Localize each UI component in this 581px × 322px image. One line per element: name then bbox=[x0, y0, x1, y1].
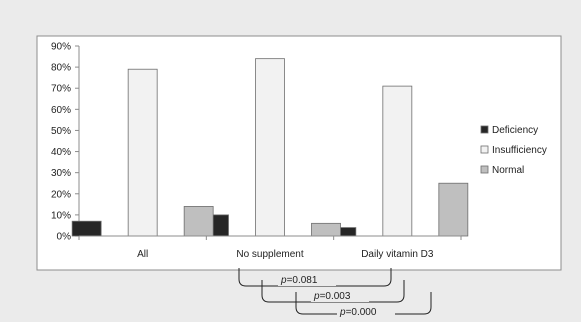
p-value-label: p=0.081 bbox=[280, 275, 318, 286]
x-category-label: Daily vitamin D3 bbox=[361, 249, 434, 260]
bar-insufficiency bbox=[382, 85, 413, 237]
legend-swatch bbox=[480, 145, 489, 154]
p-value-text: =0.003 bbox=[320, 291, 351, 302]
y-tick-label: 30% bbox=[51, 168, 71, 179]
p-value-backing bbox=[311, 289, 369, 302]
p-value-label: p=0.003 bbox=[313, 291, 351, 302]
legend-label: Normal bbox=[492, 165, 524, 176]
plot-frame bbox=[36, 35, 562, 271]
p-symbol: p bbox=[313, 291, 320, 302]
legend-swatch bbox=[480, 165, 489, 174]
legend: Deficiency Insufficiency Normal bbox=[480, 125, 547, 176]
bar-insufficiency bbox=[127, 68, 158, 237]
p-value-backing bbox=[278, 273, 336, 286]
p-symbol: p bbox=[339, 307, 346, 318]
legend-label: Insufficiency bbox=[492, 145, 547, 156]
p-value-text: =0.000 bbox=[346, 307, 377, 318]
x-axis: All No supplement Daily vitamin D3 bbox=[78, 235, 462, 260]
p-value-backing bbox=[337, 305, 395, 318]
bar-normal bbox=[438, 182, 469, 237]
bar-normal bbox=[183, 206, 214, 237]
y-axis: 0% 10% 20% 30% 40% 50% 60% 70% 80% 90% bbox=[51, 42, 80, 243]
bar-deficiency bbox=[71, 220, 102, 237]
legend-swatch bbox=[480, 125, 489, 134]
bar-normal bbox=[311, 222, 341, 237]
x-category-label: All bbox=[137, 249, 148, 260]
x-category-label: No supplement bbox=[236, 249, 303, 260]
p-symbol: p bbox=[280, 275, 287, 286]
p-value-label: p=0.000 bbox=[339, 307, 377, 318]
y-tick-label: 50% bbox=[51, 126, 71, 137]
legend-label: Deficiency bbox=[492, 125, 538, 136]
y-tick-label: 0% bbox=[57, 232, 72, 243]
y-tick-label: 90% bbox=[51, 42, 71, 53]
bar-insufficiency bbox=[255, 58, 285, 237]
p-value-text: =0.081 bbox=[287, 275, 318, 286]
y-tick-label: 80% bbox=[51, 63, 71, 74]
y-tick-label: 20% bbox=[51, 189, 71, 200]
y-tick-label: 60% bbox=[51, 105, 71, 116]
y-tick-label: 40% bbox=[51, 147, 71, 158]
y-tick-label: 70% bbox=[51, 84, 71, 95]
y-tick-label: 10% bbox=[51, 210, 71, 221]
